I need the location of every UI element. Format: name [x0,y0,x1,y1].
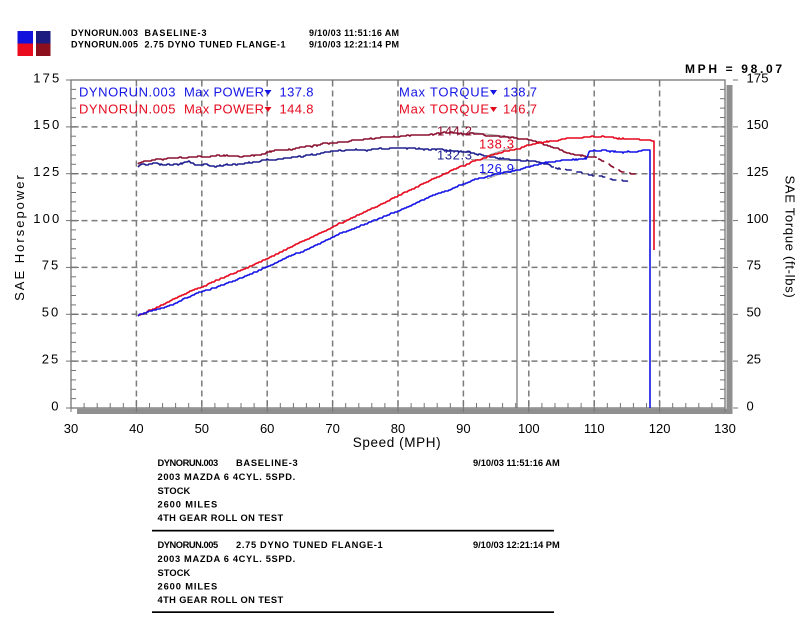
svg-text:2600 MILES: 2600 MILES [158,582,218,592]
svg-text:75: 75 [747,258,762,273]
svg-text:Max TORQUE: Max TORQUE [399,85,489,100]
svg-text:110: 110 [584,421,605,436]
svg-text:DYNORUN.003: DYNORUN.003 [158,458,219,468]
svg-text:126.9: 126.9 [479,161,515,176]
svg-text:70: 70 [325,421,339,436]
svg-text:SAE Horsepower: SAE Horsepower [12,173,27,301]
svg-text:4TH GEAR ROLL ON TEST: 4TH GEAR ROLL ON TEST [158,513,284,523]
svg-text:0: 0 [747,398,754,413]
svg-text:137.8: 137.8 [280,85,314,100]
svg-text:BASELINE-3: BASELINE-3 [145,28,207,38]
svg-text:138.7: 138.7 [503,85,537,100]
svg-text:150: 150 [747,117,769,132]
svg-text:132.3: 132.3 [437,148,473,163]
svg-text:90: 90 [456,421,470,436]
svg-text:175: 175 [33,70,59,85]
svg-text:BASELINE-3: BASELINE-3 [236,458,298,468]
svg-text:30: 30 [64,421,78,436]
svg-text:STOCK: STOCK [158,568,191,578]
svg-text:80: 80 [391,421,405,436]
svg-text:100: 100 [33,211,59,226]
svg-text:40: 40 [129,421,143,436]
svg-text:2.75 DYNO TUNED FLANGE-1: 2.75 DYNO TUNED FLANGE-1 [145,40,286,50]
svg-text:2.75 DYNO TUNED FLANGE-1: 2.75 DYNO TUNED FLANGE-1 [236,540,383,550]
svg-text:2600 MILES: 2600 MILES [158,500,218,510]
svg-text:100: 100 [518,421,540,436]
svg-text:9/10/03 11:51:16 AM: 9/10/03 11:51:16 AM [309,28,399,38]
svg-text:50: 50 [747,305,762,320]
svg-text:125: 125 [33,164,59,179]
svg-text:DYNORUN.003: DYNORUN.003 [79,85,176,100]
svg-text:138.3: 138.3 [479,137,515,152]
svg-text:Max TORQUE: Max TORQUE [399,102,489,117]
svg-text:STOCK: STOCK [158,486,191,496]
svg-text:130: 130 [714,421,736,436]
svg-text:2003 MAZDA 6 4CYL. 5SPD.: 2003 MAZDA 6 4CYL. 5SPD. [158,554,296,564]
svg-text:144.8: 144.8 [280,102,314,117]
svg-text:25: 25 [747,351,762,366]
svg-text:DYNORUN.003: DYNORUN.003 [71,28,138,38]
svg-text:120: 120 [649,421,671,436]
svg-text:DYNORUN.005: DYNORUN.005 [71,40,138,50]
svg-text:144.2: 144.2 [437,124,473,139]
svg-text:Speed (MPH): Speed (MPH) [353,435,441,450]
svg-text:Max POWER: Max POWER [184,85,264,100]
svg-text:175: 175 [747,70,769,85]
svg-text:100: 100 [747,211,769,226]
svg-text:DYNORUN.005: DYNORUN.005 [79,102,176,117]
svg-text:DYNORUN.005: DYNORUN.005 [158,540,219,550]
svg-text:9/10/03 12:21:14 PM: 9/10/03 12:21:14 PM [473,540,560,550]
svg-text:150: 150 [33,117,59,132]
svg-text:9/10/03 11:51:16 AM: 9/10/03 11:51:16 AM [473,458,560,468]
svg-text:50: 50 [195,421,209,436]
svg-text:SAE Torque (ft-lbs): SAE Torque (ft-lbs) [783,176,798,299]
svg-text:125: 125 [747,164,769,179]
svg-text:60: 60 [260,421,274,436]
svg-text:2003 MAZDA 6 4CYL. 5SPD.: 2003 MAZDA 6 4CYL. 5SPD. [158,472,296,482]
svg-text:Max POWER: Max POWER [184,102,264,117]
svg-text:9/10/03 12:21:14 PM: 9/10/03 12:21:14 PM [309,40,399,50]
svg-text:146.7: 146.7 [503,102,537,117]
svg-text:4TH GEAR ROLL ON TEST: 4TH GEAR ROLL ON TEST [158,595,284,605]
svg-text:0: 0 [51,398,58,413]
